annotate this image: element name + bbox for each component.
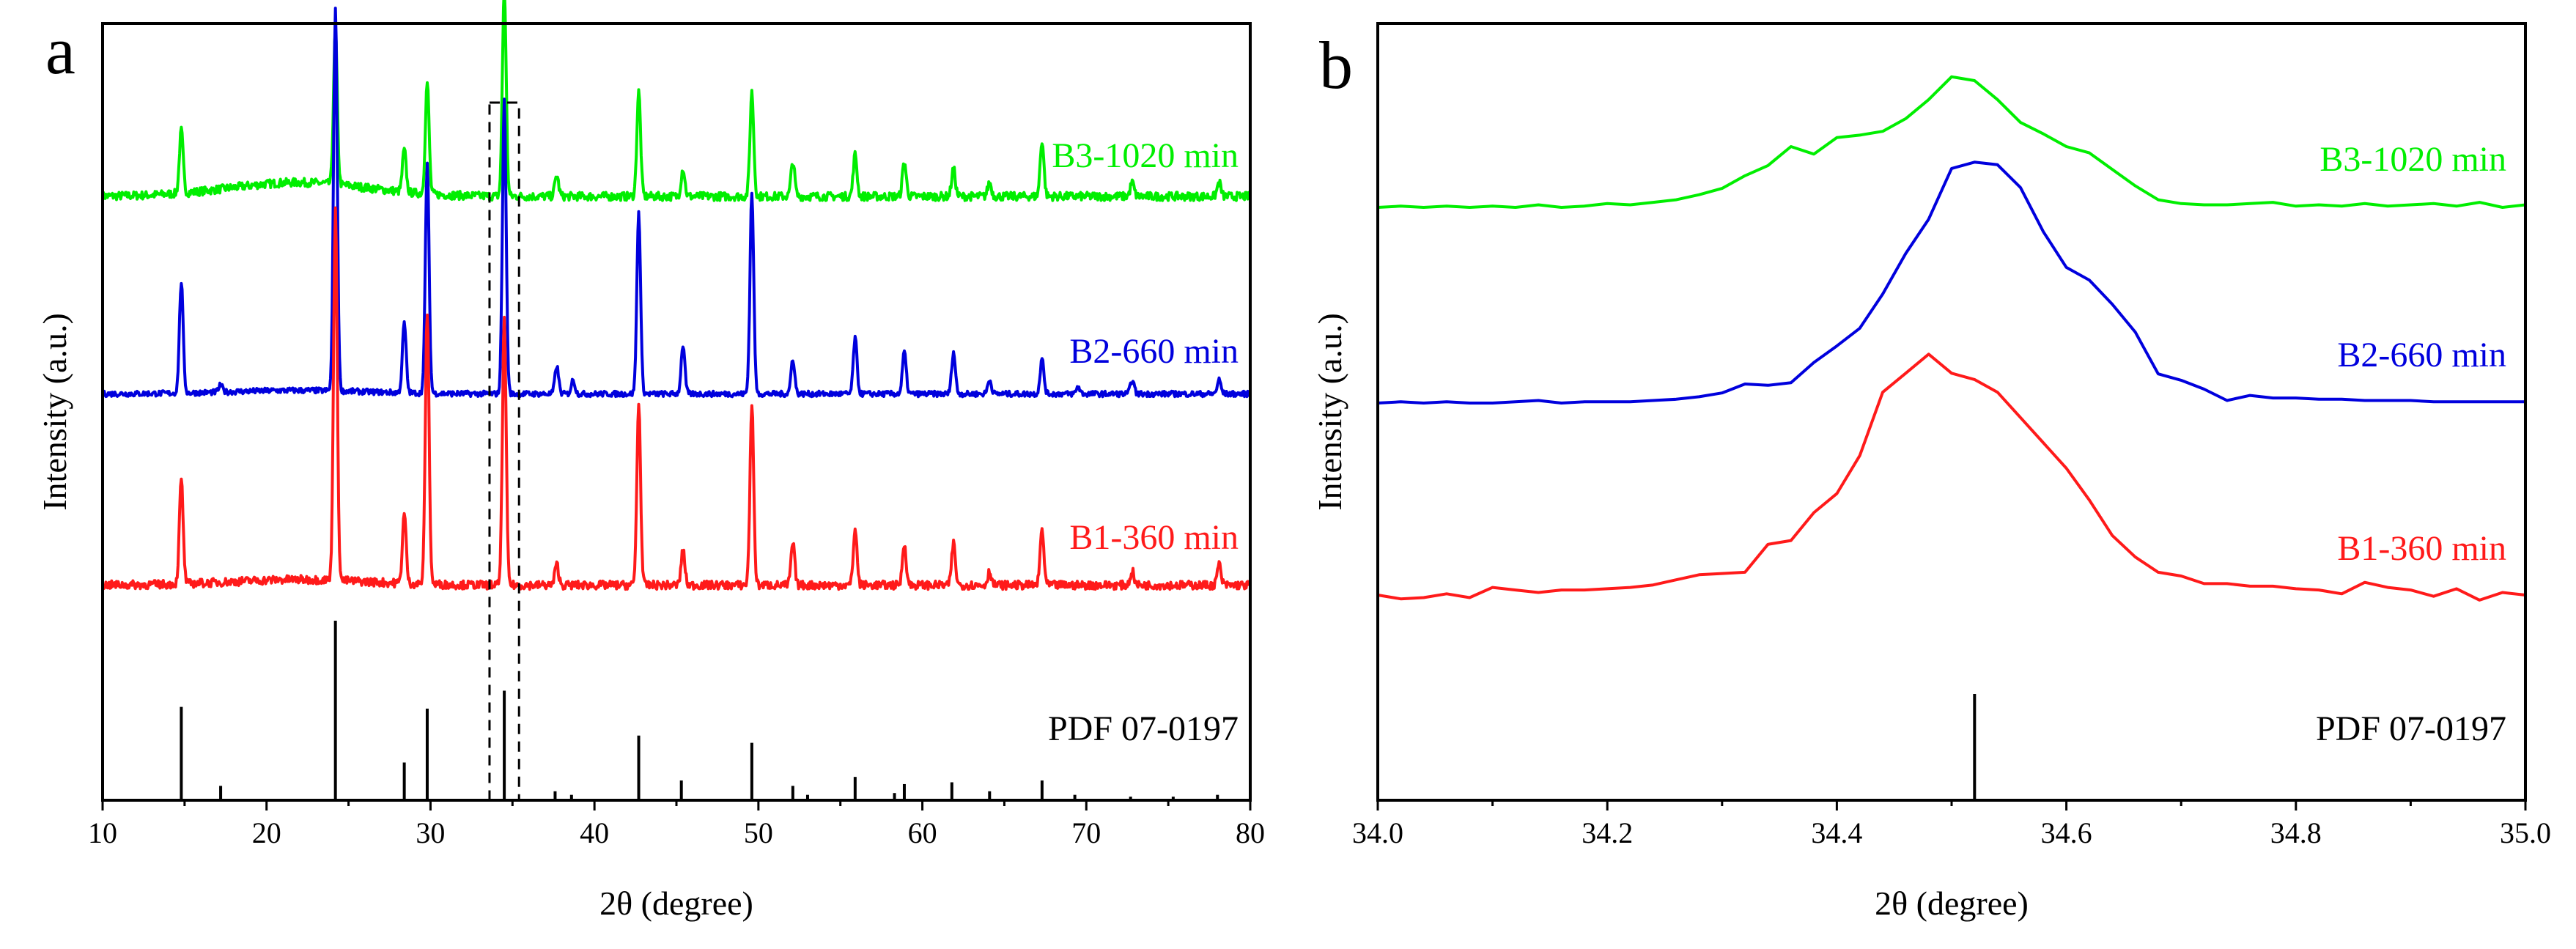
panel-a-reference-sticks xyxy=(180,621,1219,800)
panel-b-trace-b3-1020-min xyxy=(1377,75,2526,209)
panel-b-x-tick-label: 34.8 xyxy=(2270,816,2322,849)
panel-b-x-tick-label: 34.2 xyxy=(1582,816,1633,849)
panel-a-x-tick-label: 20 xyxy=(252,816,281,849)
panel-b-y-title: Intensity (a.u.) xyxy=(1311,313,1348,511)
panel-a-y-title: Intensity (a.u.) xyxy=(36,313,73,511)
panel-b-trace-b2-660-min xyxy=(1377,160,2525,405)
panel-b-letter: b xyxy=(1319,28,1353,103)
panel-b-x-title: 2θ (degree) xyxy=(1875,885,2029,922)
panel-a-x-title: 2θ (degree) xyxy=(599,885,753,922)
panel-a-series-labels: B3-1020 min B2-660 min B1-360 min PDF 07-01… xyxy=(1048,136,1239,748)
panel-b-x-ticks: 34.0 34.2 34.4 34.6 34.8 35.0 xyxy=(1352,800,2551,849)
panel-a-x-tick-label: 70 xyxy=(1071,816,1101,849)
panel-a-trace-b1-360-min xyxy=(101,206,1252,591)
panel-b-x-tick-label: 34.4 xyxy=(1811,816,1862,849)
panel-a-x-tick-label: 60 xyxy=(908,816,937,849)
panel-a-trace-b3-1020-min xyxy=(101,0,1251,202)
panel-b-traces xyxy=(1377,75,2526,602)
panel-a-trace-b2-660-min xyxy=(101,7,1252,399)
panel-b-series-labels: B3-1020 min B2-660 min B1-360 min PDF 07-01… xyxy=(2316,140,2506,748)
panel-a-label-b2-660-min: B2-660 min xyxy=(1069,332,1239,371)
panel-b-label-b1-360-min: B1-360 min xyxy=(2337,529,2506,568)
panel-b-x-tick-label: 34.0 xyxy=(1352,816,1403,849)
panel-b-trace-b1-360-min xyxy=(1377,352,2526,602)
panel-b-label-reference: PDF 07-0197 xyxy=(2316,709,2506,748)
panel-a: a 10 20 30 40 50 60 70 80 B3-1020 min B2-660 min… xyxy=(36,0,1265,922)
panel-a-x-tick-label: 50 xyxy=(744,816,773,849)
panel-a-letter: a xyxy=(45,13,75,88)
panel-a-label-b1-360-min: B1-360 min xyxy=(1069,518,1239,557)
panel-a-x-tick-label: 10 xyxy=(88,816,117,849)
panel-b-label-b2-660-min: B2-660 min xyxy=(2337,336,2506,374)
panel-a-x-tick-label: 40 xyxy=(580,816,609,849)
panel-b-x-tick-label: 34.6 xyxy=(2041,816,2092,849)
panel-a-x-tick-label: 30 xyxy=(416,816,445,849)
panel-a-x-ticks: 10 20 30 40 50 60 70 80 xyxy=(88,800,1265,849)
panel-b-x-tick-label: 35.0 xyxy=(2500,816,2551,849)
panel-b-label-b3-1020-min: B3-1020 min xyxy=(2319,140,2506,179)
panel-a-label-reference: PDF 07-0197 xyxy=(1048,709,1239,748)
panel-a-x-tick-label: 80 xyxy=(1236,816,1265,849)
panel-a-traces xyxy=(101,0,1252,591)
panel-b: b 34.0 34.2 34.4 34.6 34.8 35.0 B3-1020 min B2… xyxy=(1311,22,2551,922)
panel-a-label-b3-1020-min: B3-1020 min xyxy=(1052,136,1239,175)
